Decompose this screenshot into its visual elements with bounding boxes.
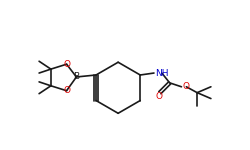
Text: O: O bbox=[182, 82, 190, 91]
Text: O: O bbox=[63, 60, 70, 69]
Text: O: O bbox=[156, 92, 162, 101]
Text: B: B bbox=[73, 72, 80, 81]
Text: O: O bbox=[63, 86, 70, 95]
Text: NH: NH bbox=[155, 69, 168, 78]
